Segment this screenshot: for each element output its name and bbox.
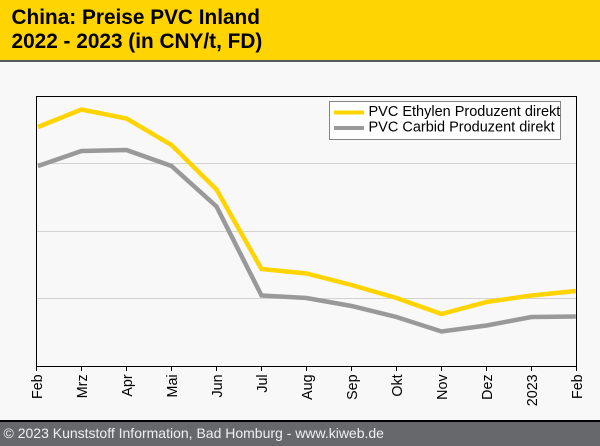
svg-text:Jul: Jul [255, 374, 271, 392]
svg-text:PVC Carbid Produzent direkt: PVC Carbid Produzent direkt [369, 120, 555, 136]
svg-text:PVC Ethylen Produzent direkt: PVC Ethylen Produzent direkt [369, 104, 561, 120]
svg-text:Okt: Okt [390, 374, 406, 396]
svg-text:Feb: Feb [30, 374, 46, 399]
svg-text:Jun: Jun [210, 374, 226, 397]
svg-text:Dez: Dez [480, 374, 496, 399]
svg-text:Apr: Apr [120, 374, 136, 396]
svg-text:Nov: Nov [435, 374, 451, 400]
svg-text:Mai: Mai [165, 374, 181, 397]
svg-text:Aug: Aug [300, 374, 316, 399]
svg-text:2023: 2023 [525, 374, 541, 406]
svg-text:Mrz: Mrz [75, 374, 91, 398]
svg-text:Sep: Sep [345, 374, 361, 399]
svg-text:Feb: Feb [570, 374, 586, 399]
